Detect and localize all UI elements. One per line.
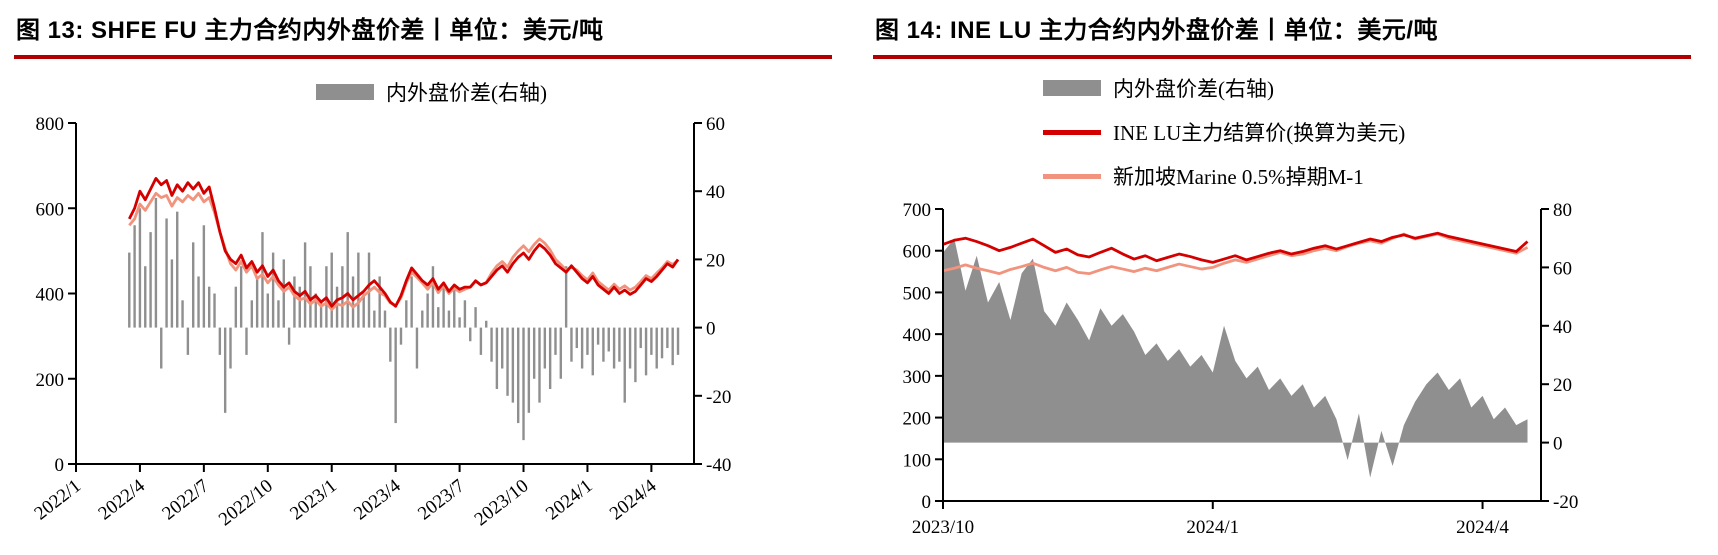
svg-text:200: 200 bbox=[903, 409, 932, 430]
legend-label-ine-lu: INE LU主力结算价(换算为美元) bbox=[1113, 121, 1406, 145]
svg-text:40: 40 bbox=[1553, 317, 1572, 338]
svg-text:60: 60 bbox=[706, 114, 725, 135]
svg-text:600: 600 bbox=[36, 199, 65, 220]
svg-text:800: 800 bbox=[36, 114, 65, 135]
legend-item-spread: 内外盘价差(右轴) bbox=[316, 77, 547, 107]
svg-text:0: 0 bbox=[55, 455, 65, 476]
svg-text:20: 20 bbox=[1553, 375, 1572, 396]
svg-text:0: 0 bbox=[922, 492, 932, 513]
svg-text:60: 60 bbox=[1553, 258, 1572, 279]
svg-text:40: 40 bbox=[706, 182, 725, 203]
svg-text:2022/10: 2022/10 bbox=[215, 475, 277, 530]
legend-label-spread: 内外盘价差(右轴) bbox=[386, 81, 547, 105]
svg-text:2024/1: 2024/1 bbox=[542, 475, 597, 524]
legend-label-sg-marine: 新加坡Marine 0.5%掉期M-1 bbox=[1113, 165, 1364, 189]
legend-label-spread: 内外盘价差(右轴) bbox=[1113, 77, 1274, 101]
svg-text:500: 500 bbox=[903, 283, 932, 304]
red-line-swatch-icon bbox=[1043, 129, 1101, 135]
svg-text:2024/4: 2024/4 bbox=[1456, 517, 1509, 538]
svg-text:400: 400 bbox=[36, 285, 65, 306]
fig14-legend: 内外盘价差(右轴) INE LU主力结算价(换算为美元) 新加坡Marine 0… bbox=[1043, 73, 1708, 191]
svg-text:0: 0 bbox=[706, 319, 716, 340]
svg-text:-40: -40 bbox=[706, 455, 731, 476]
svg-text:100: 100 bbox=[903, 450, 932, 471]
svg-text:200: 200 bbox=[36, 370, 65, 391]
svg-text:400: 400 bbox=[903, 325, 932, 346]
panel-fig13: 图 13: SHFE FU 主力合约内外盘价差丨单位：美元/吨 内外盘价差(右轴… bbox=[14, 8, 849, 530]
svg-text:0: 0 bbox=[1553, 434, 1563, 455]
legend-item-spread: 内外盘价差(右轴) bbox=[1043, 73, 1274, 103]
svg-text:600: 600 bbox=[903, 242, 932, 263]
svg-text:2022/7: 2022/7 bbox=[158, 475, 213, 524]
svg-text:20: 20 bbox=[706, 250, 725, 271]
fig14-title: 图 14: INE LU 主力合约内外盘价差丨单位：美元/吨 bbox=[873, 8, 1692, 59]
panel-fig14: 图 14: INE LU 主力合约内外盘价差丨单位：美元/吨 内外盘价差(右轴)… bbox=[859, 0, 1718, 555]
bar-swatch-icon bbox=[316, 84, 374, 100]
svg-text:2024/4: 2024/4 bbox=[606, 475, 661, 524]
fig13-title: 图 13: SHFE FU 主力合约内外盘价差丨单位：美元/吨 bbox=[14, 8, 833, 59]
bar-swatch-icon bbox=[1043, 80, 1101, 96]
svg-text:-20: -20 bbox=[1553, 492, 1578, 513]
svg-text:80: 80 bbox=[1553, 200, 1572, 221]
svg-text:-20: -20 bbox=[706, 387, 731, 408]
svg-text:2023/7: 2023/7 bbox=[414, 475, 469, 524]
orange-line-swatch-icon bbox=[1043, 173, 1101, 179]
svg-text:2022/1: 2022/1 bbox=[31, 475, 86, 524]
legend-item-ine-lu: INE LU主力结算价(换算为美元) bbox=[1043, 117, 1405, 147]
legend-item-sg-marine: 新加坡Marine 0.5%掉期M-1 bbox=[1043, 161, 1364, 191]
fig13-legend: 内外盘价差(右轴) bbox=[14, 77, 849, 107]
svg-text:2023/1: 2023/1 bbox=[286, 475, 341, 524]
fig14-chart: 0 100 200 300 400 500 600 700 -20 0 20 40 60 80 2023/1… bbox=[903, 200, 1579, 538]
svg-text:2023/10: 2023/10 bbox=[912, 517, 974, 538]
svg-text:700: 700 bbox=[903, 200, 932, 221]
svg-text:2024/1: 2024/1 bbox=[1186, 517, 1239, 538]
svg-text:300: 300 bbox=[903, 367, 932, 388]
svg-text:2023/10: 2023/10 bbox=[471, 475, 533, 530]
svg-text:2023/4: 2023/4 bbox=[350, 475, 405, 524]
svg-text:2022/4: 2022/4 bbox=[94, 475, 149, 524]
